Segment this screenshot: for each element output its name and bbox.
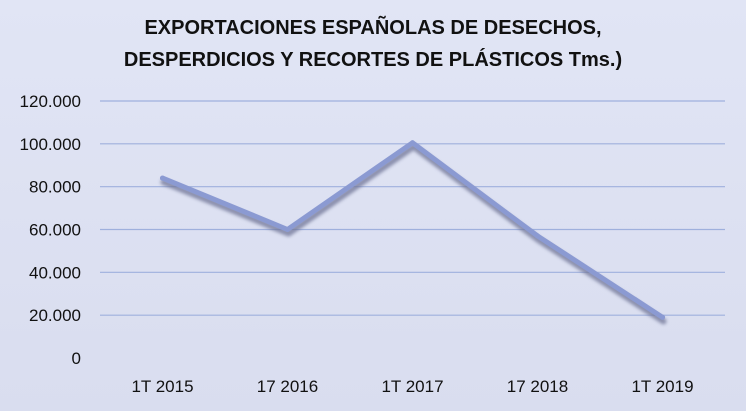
y-tick-label: 120.000 (20, 92, 81, 111)
x-axis-tick-labels: 1T 2015 17 2016 1T 2017 17 2018 1T 2019 (131, 377, 693, 396)
gridlines (100, 100, 725, 316)
y-tick-label: 100.000 (20, 135, 81, 154)
y-tick-label: 60.000 (29, 221, 81, 240)
data-point (160, 175, 165, 181)
x-tick-label: 1T 2019 (631, 377, 693, 396)
data-point (660, 314, 665, 320)
x-tick-label: 17 2018 (507, 377, 568, 396)
chart-title: EXPORTACIONES ESPAÑOLAS DE DESECHOS, DES… (0, 12, 746, 76)
chart-title-line-1: EXPORTACIONES ESPAÑOLAS DE DESECHOS, (144, 17, 602, 39)
series-lines (160, 140, 667, 325)
y-tick-label: 20.000 (29, 306, 81, 325)
y-tick-label: 80.000 (29, 178, 81, 197)
y-tick-label: 40.000 (29, 263, 81, 282)
chart-title-line-2: DESPERDICIOS Y RECORTES DE PLÁSTICOS Tms… (123, 49, 623, 71)
data-point (285, 227, 290, 232)
y-axis-tick-labels: 0 20.000 40.000 60.000 80.000 100.000 120.000 (20, 92, 81, 368)
data-point (410, 140, 415, 146)
data-point (535, 233, 540, 239)
x-tick-label: 1T 2015 (131, 377, 193, 396)
series-line-shadow (160, 143, 667, 325)
x-tick-label: 17 2016 (257, 377, 318, 396)
y-tick-label: 0 (72, 349, 81, 368)
x-tick-label: 1T 2017 (381, 377, 443, 396)
